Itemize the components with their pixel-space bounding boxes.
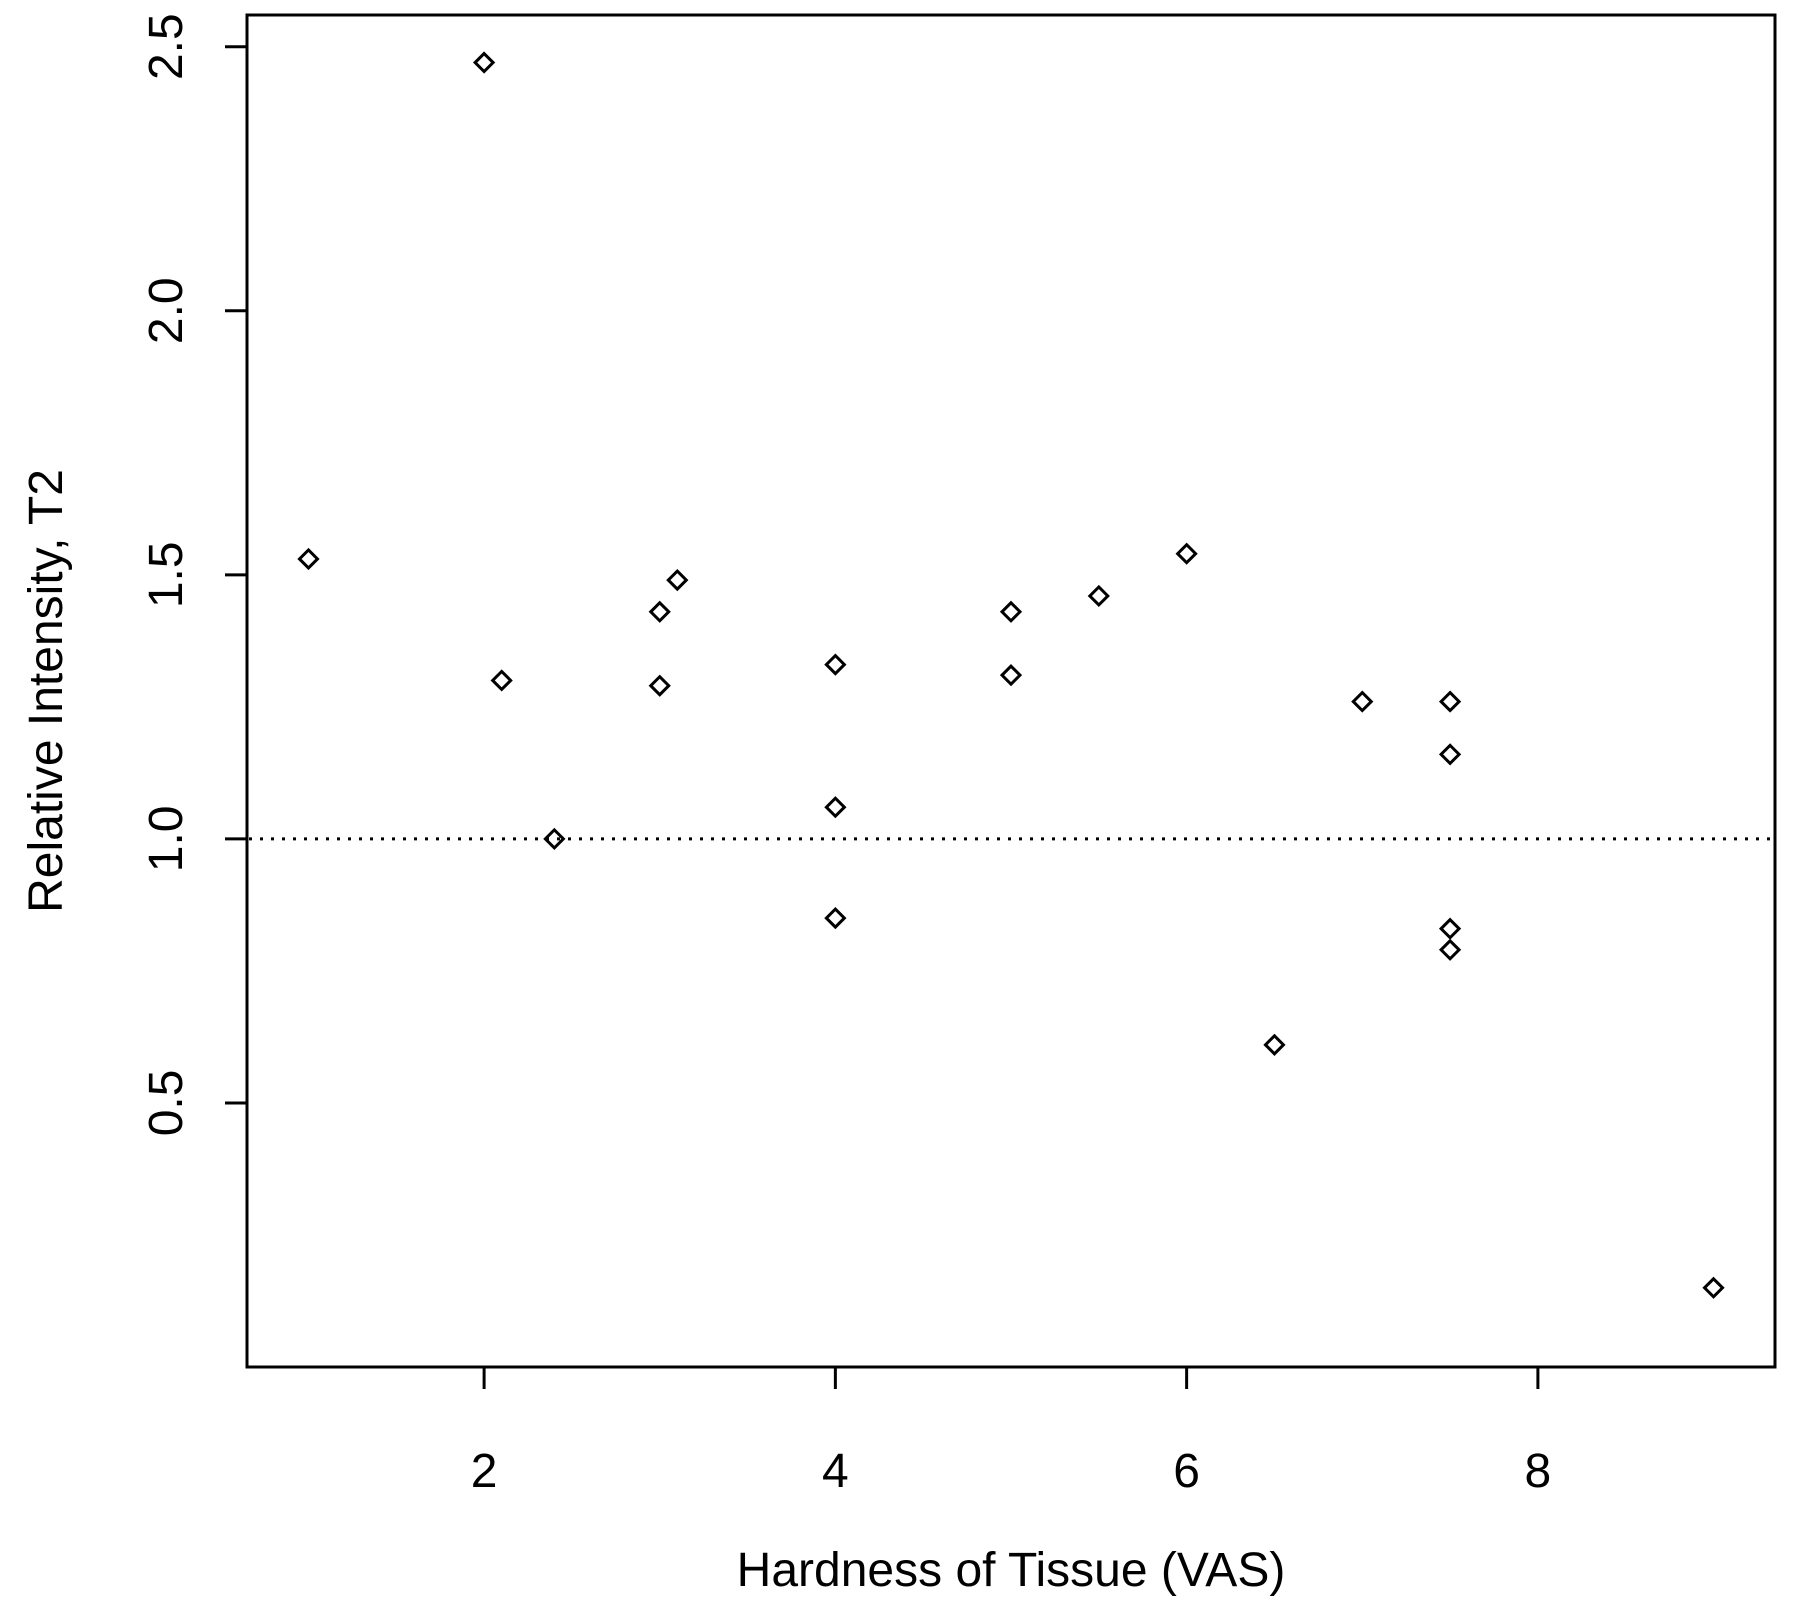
y-tick-label: 0.5 bbox=[140, 1070, 193, 1137]
y-axis-title: Relative Intensity, T2 bbox=[20, 469, 73, 913]
y-tick-label: 1.5 bbox=[140, 541, 193, 608]
data-points bbox=[297, 51, 1725, 1299]
y-tick-label: 2.0 bbox=[140, 277, 193, 344]
data-point bbox=[824, 796, 847, 819]
data-point bbox=[472, 51, 496, 74]
x-axis: 2 4 6 8 bbox=[471, 1367, 1551, 1498]
data-point bbox=[1438, 690, 1462, 713]
x-tick-label: 8 bbox=[1525, 1445, 1552, 1498]
data-point bbox=[1702, 1276, 1725, 1299]
data-point bbox=[1087, 584, 1110, 608]
data-point bbox=[1351, 690, 1374, 713]
data-point bbox=[543, 827, 566, 850]
data-point bbox=[1438, 938, 1462, 961]
x-tick-label: 4 bbox=[822, 1445, 849, 1498]
x-tick-label: 2 bbox=[471, 1445, 498, 1498]
data-point bbox=[297, 547, 320, 571]
data-point bbox=[999, 664, 1023, 687]
y-tick-label: 1.0 bbox=[140, 806, 193, 873]
data-point bbox=[666, 568, 689, 592]
data-point bbox=[490, 669, 513, 692]
data-point bbox=[648, 600, 671, 623]
data-point bbox=[1438, 743, 1462, 766]
y-axis: 0.5 1.0 1.5 2.0 2.5 bbox=[140, 13, 247, 1136]
data-point bbox=[1263, 1033, 1286, 1056]
plot-frame bbox=[245, 13, 1777, 1369]
data-point bbox=[824, 906, 847, 930]
x-axis-title: Hardness of Tissue (VAS) bbox=[737, 1544, 1286, 1597]
y-tick-label: 2.5 bbox=[140, 13, 193, 80]
x-tick-label: 6 bbox=[1173, 1445, 1200, 1498]
data-point bbox=[648, 674, 671, 697]
data-point bbox=[1175, 542, 1198, 565]
data-point bbox=[1438, 917, 1462, 940]
data-point bbox=[824, 653, 847, 676]
data-point bbox=[999, 600, 1023, 623]
